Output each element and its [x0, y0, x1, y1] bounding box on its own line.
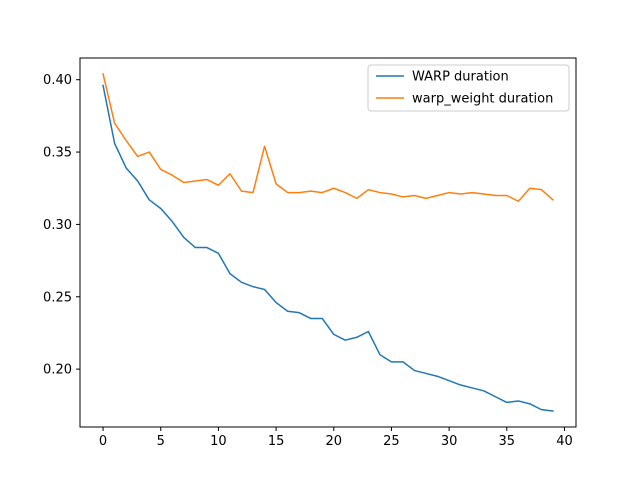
x-tick-label: 35 [499, 434, 516, 449]
series-line-warp-weight-duration [102, 73, 554, 203]
y-tick-label: 0.20 [43, 363, 72, 378]
y-tick-label: 0.35 [43, 146, 72, 161]
y-axis: 0.20 0.25 0.30 0.35 0.40 [43, 73, 80, 378]
legend-box [367, 64, 570, 112]
x-axis: 0 5 10 15 20 25 30 35 40 [99, 427, 573, 449]
y-tick-label: 0.30 [43, 218, 72, 233]
series-line-warp-duration [102, 84, 554, 412]
x-tick-label: 40 [556, 434, 573, 449]
series-layer [102, 73, 554, 412]
plot-frame [79, 57, 577, 428]
x-tick-label: 10 [210, 434, 227, 449]
x-tick-label: 5 [157, 434, 165, 449]
x-tick-label: 30 [441, 434, 458, 449]
x-tick-label: 25 [383, 434, 400, 449]
plot-area [80, 58, 576, 427]
x-tick-label: 0 [99, 434, 107, 449]
legend-label-warp-duration: WARP duration [412, 70, 509, 85]
legend: WARP duration warp_weight duration [367, 64, 570, 112]
x-tick-label: 20 [325, 434, 342, 449]
x-tick-label: 15 [268, 434, 285, 449]
legend-label-warp-weight-duration: warp_weight duration [412, 92, 553, 107]
y-tick-label: 0.25 [43, 290, 72, 305]
y-tick-label: 0.40 [43, 73, 72, 88]
